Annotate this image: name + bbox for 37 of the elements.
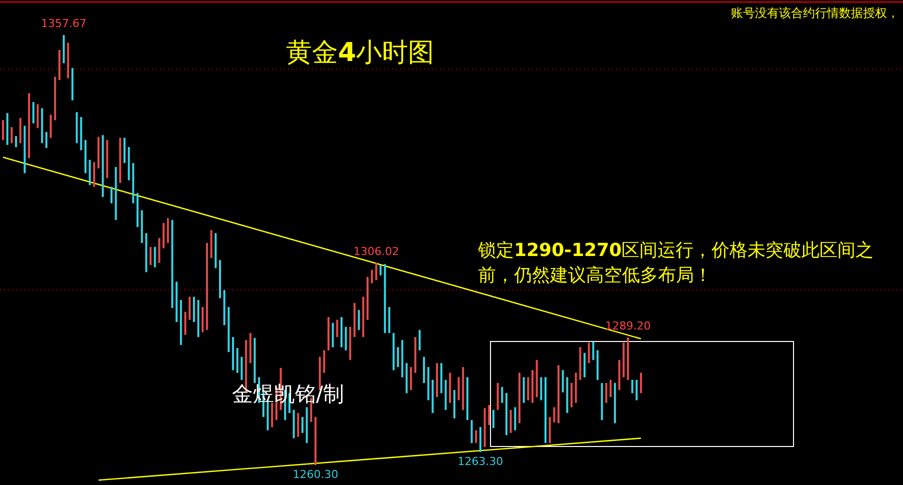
candlestick xyxy=(188,296,191,320)
candlestick xyxy=(418,329,421,351)
candlestick xyxy=(50,114,52,138)
candlestick xyxy=(605,382,608,404)
candlestick xyxy=(501,386,504,404)
candlestick xyxy=(358,310,360,330)
annotation: 1289.20 xyxy=(605,319,651,332)
annotation: 1260.30 xyxy=(292,468,338,482)
candlestick xyxy=(10,126,13,144)
candlestick xyxy=(32,102,34,124)
candlestick xyxy=(36,104,39,129)
candlestick xyxy=(592,341,594,360)
text: 账号没有该合约行情数据授权， xyxy=(731,6,899,20)
candlestick xyxy=(301,416,304,434)
annotation: 1306.02 xyxy=(353,245,399,258)
text: 黄金4小时图 xyxy=(286,38,434,68)
candlestick xyxy=(562,370,564,393)
annotation: 1357.67 xyxy=(41,17,87,30)
candlestick xyxy=(510,409,512,434)
annotation: 锁定1290-1270区间运行，价格未突破此区间之前，仍然建议高空低多布局！ xyxy=(478,239,875,288)
candlestick xyxy=(475,430,478,444)
candlestick xyxy=(553,406,556,423)
candlestick xyxy=(45,132,48,148)
annotation: 1263.30 xyxy=(458,454,504,468)
candlestick xyxy=(527,376,530,401)
candlestick xyxy=(540,376,542,401)
candlestick xyxy=(297,412,300,438)
candlestick xyxy=(470,420,473,444)
candlestick xyxy=(458,376,460,401)
candlestick xyxy=(396,346,399,368)
candlestick xyxy=(410,366,412,391)
candlestick xyxy=(184,311,186,336)
candlestick xyxy=(323,350,326,374)
candlestick xyxy=(488,404,490,426)
candlestick xyxy=(344,326,347,351)
candlestick xyxy=(375,262,378,281)
candlestick xyxy=(240,356,243,380)
